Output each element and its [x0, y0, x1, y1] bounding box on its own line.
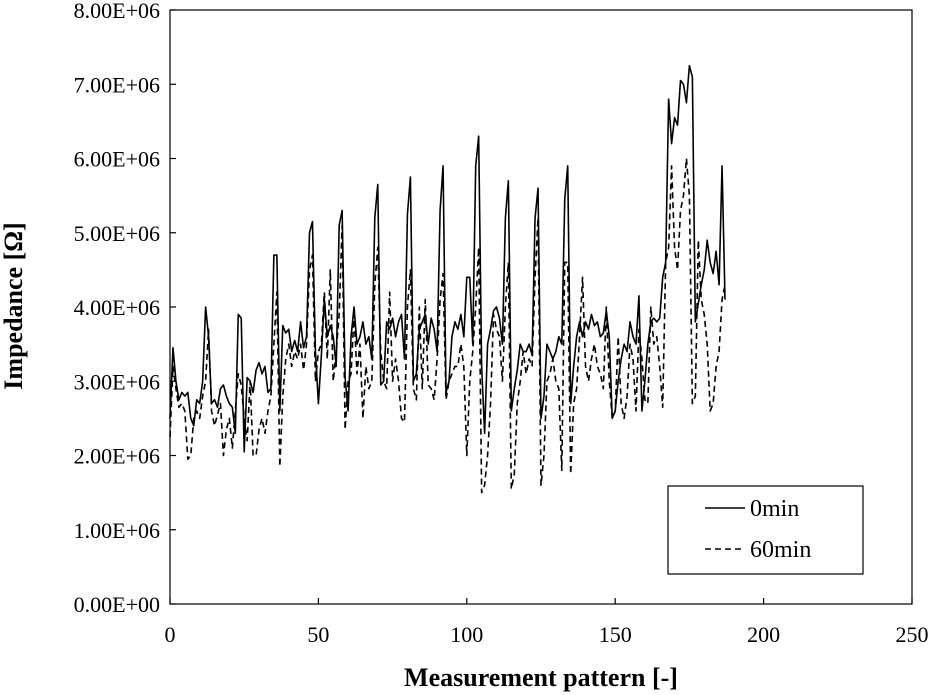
x-axis-title: Measurement pattern [-]: [404, 663, 678, 692]
x-tick-label: 100: [450, 622, 483, 647]
y-tick-label: 7.00E+06: [74, 72, 160, 97]
legend-label-60min: 60min: [750, 537, 811, 563]
series-layer: [169, 64, 726, 494]
x-tick-label: 250: [896, 622, 929, 647]
y-tick-label: 4.00E+06: [74, 295, 160, 320]
x-tick-label: 50: [307, 622, 329, 647]
legend-label-0min: 0min: [750, 496, 799, 522]
y-tick-label: 0.00E+00: [74, 592, 160, 617]
legend-box: [667, 485, 864, 575]
y-axis-title: Impedance [Ω]: [0, 222, 28, 389]
y-tick-label: 1.00E+06: [74, 518, 160, 543]
y-tick-label: 6.00E+06: [74, 147, 160, 172]
y-axis-ticks: 0.00E+00 1.00E+06 2.00E+06 3.00E+06 4.00E+06…: [74, 0, 176, 617]
y-tick-label: 5.00E+06: [74, 221, 160, 246]
y-tick-label: 3.00E+06: [74, 369, 160, 394]
x-tick-label: 150: [599, 622, 632, 647]
legend: 0min 60min: [667, 485, 864, 575]
x-tick-label: 200: [747, 622, 780, 647]
y-tick-label: 8.00E+06: [74, 0, 160, 23]
x-axis-ticks: 0 50 100 150 200 250: [165, 598, 929, 647]
x-tick-label: 0: [165, 622, 176, 647]
y-tick-label: 2.00E+06: [74, 444, 160, 469]
